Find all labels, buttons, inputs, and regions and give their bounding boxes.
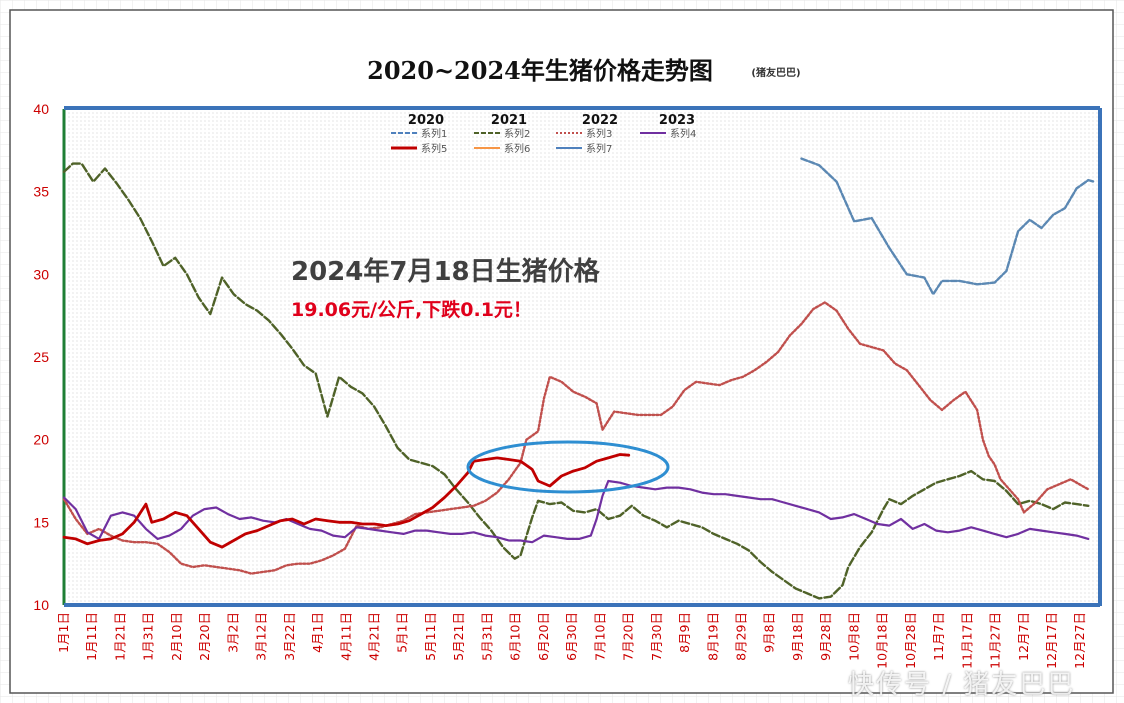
x-tick-label: 12月27日: [1072, 612, 1087, 669]
x-tick-label: 12月7日: [1016, 612, 1031, 661]
series-line: [62, 162, 1090, 600]
x-tick-label: 1月31日: [141, 612, 156, 661]
y-tick-labels: 10 15 20 25 30 35 40: [33, 101, 49, 613]
series-line: [800, 157, 1096, 296]
x-tick-label: 2月10日: [169, 612, 184, 661]
series-line: [62, 453, 631, 549]
x-tick-label: 12月17日: [1044, 612, 1059, 669]
legend-year-label: 2020: [408, 113, 444, 128]
legend-label: 系列2: [504, 127, 530, 140]
x-tick-label: 10月8日: [846, 612, 861, 661]
legend-year-label: 2023: [659, 113, 695, 128]
y-tick-label: 35: [33, 184, 49, 200]
x-tick-label: 5月11日: [423, 612, 438, 661]
x-tick-label: 5月31日: [479, 612, 494, 661]
x-tick-label: 1月21日: [112, 612, 127, 661]
x-tick-label: 3月12日: [254, 612, 269, 661]
x-tick-label: 8月19日: [705, 612, 720, 661]
x-tick-label: 2月20日: [197, 612, 212, 661]
x-tick-label: 1月1日: [56, 612, 71, 653]
x-tick-label: 5月1日: [395, 612, 410, 653]
x-tick-label: 6月10日: [508, 612, 523, 661]
x-tick-label: 6月30日: [564, 612, 579, 661]
x-tick-label: 7月20日: [621, 612, 636, 661]
x-tick-label: 9月8日: [762, 612, 777, 653]
x-tick-label: 7月30日: [649, 612, 664, 661]
legend-label: 系列6: [504, 142, 530, 155]
y-tick-label: 40: [33, 101, 49, 117]
highlight-ellipse: [466, 440, 670, 494]
x-tick-label: 7月10日: [592, 612, 607, 661]
x-tick-label: 10月18日: [875, 612, 890, 669]
x-tick-label: 11月27日: [988, 612, 1003, 669]
legend-label: 系列5: [421, 142, 447, 155]
legend: 2020 2021 2022 2023 系列1 系列2 系列3 系列4 系列5 系列6 系列7: [391, 113, 696, 155]
x-tick-label: 11月7日: [931, 612, 946, 661]
legend-year-label: 2022: [582, 113, 618, 128]
x-tick-label: 9月28日: [818, 612, 833, 661]
series-line: [62, 479, 1090, 544]
x-tick-label: 11月17日: [959, 612, 974, 669]
x-tick-label: 10月28日: [903, 612, 918, 669]
y-tick-label: 25: [33, 349, 49, 365]
x-tick-label: 4月1日: [310, 612, 325, 653]
x-tick-label: 8月29日: [733, 612, 748, 661]
y-tick-label: 15: [33, 514, 49, 530]
x-tick-label: 4月21日: [367, 612, 382, 661]
annotation-title: 2024年7月18日生猪价格: [291, 256, 601, 287]
legend-label: 系列7: [586, 142, 612, 155]
chart-title: 2020~2024年生猪价格走势图: [367, 56, 713, 85]
legend-label: 系列4: [670, 127, 696, 140]
y-tick-label: 20: [33, 432, 49, 448]
x-tick-label: 4月11日: [338, 612, 353, 661]
x-tick-label: 5月21日: [451, 612, 466, 661]
x-tick-label: 9月18日: [790, 612, 805, 661]
y-tick-label: 10: [33, 597, 49, 613]
plot-area: [64, 109, 1100, 605]
annotation-value: 19.06元/公斤,下跌0.1元！: [291, 298, 532, 321]
y-tick-label: 30: [33, 266, 49, 282]
x-tick-labels: 1月1日 1月11日 1月21日 1月31日 2月10日 2月20日 3月2日 3月12日 3月…: [56, 612, 1087, 669]
x-tick-label: 8月9日: [677, 612, 692, 653]
series-line: [62, 301, 1090, 575]
x-tick-label: 3月2日: [225, 612, 240, 653]
x-tick-label: 6月20日: [536, 612, 551, 661]
legend-year-label: 2021: [491, 113, 527, 128]
series-layer: [62, 157, 1096, 600]
legend-label: 系列3: [586, 127, 612, 140]
watermark-text: 快传号 / 猪友巴巴: [848, 670, 1076, 700]
chart-subtitle: (猪友巴巴): [751, 66, 800, 79]
legend-label: 系列1: [421, 127, 447, 140]
x-tick-label: 3月22日: [282, 612, 297, 661]
x-tick-label: 1月11日: [84, 612, 99, 661]
